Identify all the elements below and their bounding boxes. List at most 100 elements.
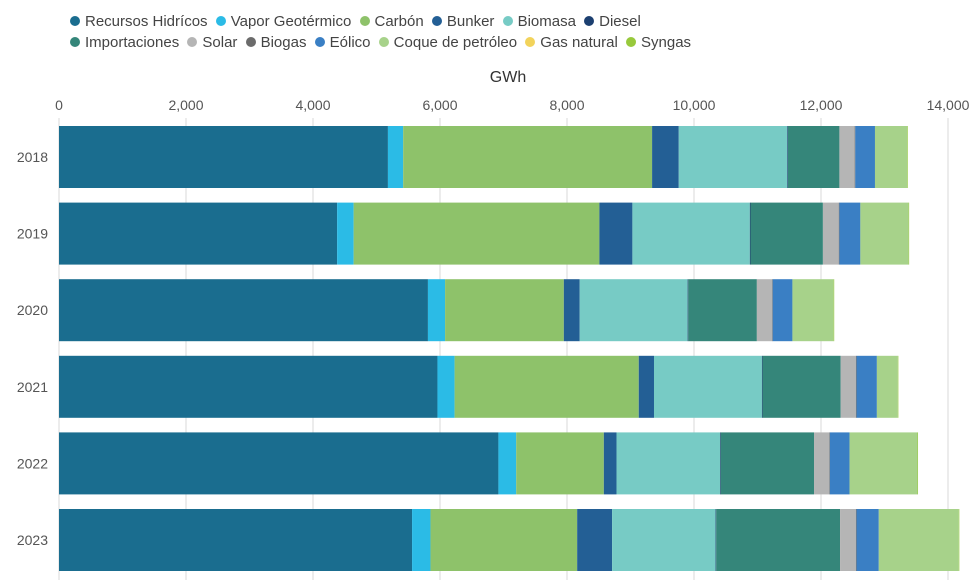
legend-label: Solar xyxy=(202,34,238,51)
bar-segment[interactable] xyxy=(652,126,679,188)
bar-segment[interactable] xyxy=(855,355,857,418)
legend-label: Biogas xyxy=(260,34,307,51)
bar-segment[interactable] xyxy=(430,509,578,571)
bar-segment[interactable] xyxy=(687,279,689,342)
x-axis-ticks: 0 2,000 4,000 6,000 8,000 10,000 12,000 14,000 xyxy=(55,97,970,113)
bar-segment[interactable] xyxy=(840,355,856,418)
bar-segment[interactable] xyxy=(445,279,564,342)
bar-segment[interactable] xyxy=(897,355,899,418)
bar-segment[interactable] xyxy=(855,126,875,188)
bar-segment[interactable] xyxy=(403,126,653,188)
bar-segment[interactable] xyxy=(720,432,815,495)
bar-segment[interactable] xyxy=(353,202,600,265)
bar-segment[interactable] xyxy=(599,202,633,265)
bar-segment[interactable] xyxy=(563,279,580,342)
bar-segment[interactable] xyxy=(59,509,413,571)
bar-segment[interactable] xyxy=(653,355,762,418)
legend-item[interactable]: Biomasa xyxy=(502,11,576,32)
bar-segment[interactable] xyxy=(612,509,716,571)
bar-segment[interactable] xyxy=(814,432,830,495)
x-tick-label: 2,000 xyxy=(168,97,203,113)
bar-segment[interactable] xyxy=(498,432,517,495)
bar-segment[interactable] xyxy=(787,126,788,188)
y-category-label: 2023 xyxy=(17,532,48,548)
bar-segment[interactable] xyxy=(412,509,431,571)
bar-segment[interactable] xyxy=(908,202,910,265)
bar-segment[interactable] xyxy=(603,432,617,495)
bar-segment[interactable] xyxy=(860,202,909,265)
bar-segment[interactable] xyxy=(772,279,793,342)
legend-item[interactable]: Gas natural xyxy=(525,32,618,53)
bar-segment[interactable] xyxy=(437,355,455,418)
legend-swatch-icon xyxy=(314,37,325,47)
legend-item[interactable]: Coque de petróleo xyxy=(378,32,517,53)
bar-segment[interactable] xyxy=(822,202,839,265)
bar-segment[interactable] xyxy=(59,432,499,495)
gridlines xyxy=(58,118,949,580)
bar-segment[interactable] xyxy=(632,202,750,265)
bar-segment[interactable] xyxy=(856,509,879,571)
bar-segment[interactable] xyxy=(855,509,857,571)
legend-item[interactable]: Eólico xyxy=(314,32,371,53)
bar-segment[interactable] xyxy=(337,202,354,265)
bar-segment[interactable] xyxy=(838,202,840,265)
bar-segment[interactable] xyxy=(849,432,918,495)
bar-segment[interactable] xyxy=(750,202,823,265)
bar-segment[interactable] xyxy=(907,126,908,188)
bar-segment[interactable] xyxy=(878,509,959,571)
bar-segment[interactable] xyxy=(829,432,830,495)
bar-segment[interactable] xyxy=(454,355,639,418)
x-tick-label: 8,000 xyxy=(549,97,584,113)
bar-segment[interactable] xyxy=(772,279,773,342)
x-axis-title: GWh xyxy=(490,69,526,86)
bar-segment[interactable] xyxy=(839,126,855,188)
bar-segment[interactable] xyxy=(59,202,338,265)
bar-segment[interactable] xyxy=(59,126,388,188)
bar-segment[interactable] xyxy=(839,202,861,265)
bar-segment[interactable] xyxy=(577,509,613,571)
bar-segment[interactable] xyxy=(874,126,908,188)
bar-segment[interactable] xyxy=(638,355,654,418)
bar-segment[interactable] xyxy=(876,355,898,418)
legend-swatch-icon xyxy=(215,16,226,26)
legend-item[interactable]: Diesel xyxy=(584,11,641,32)
bar-segment[interactable] xyxy=(854,126,856,188)
legend-swatch-icon xyxy=(378,37,389,47)
bar-segment[interactable] xyxy=(427,279,446,342)
bar-segment[interactable] xyxy=(856,355,877,418)
bar-segment[interactable] xyxy=(833,279,835,342)
bar-segment[interactable] xyxy=(59,355,438,418)
bar-segment[interactable] xyxy=(678,126,788,188)
bar-segment[interactable] xyxy=(792,279,834,342)
legend-item[interactable]: Vapor Geotérmico xyxy=(215,11,352,32)
legend-item[interactable]: Recursos Hidrícos xyxy=(70,11,208,32)
bar-segment[interactable] xyxy=(787,126,840,188)
bar-segment[interactable] xyxy=(716,509,841,571)
bar-segment[interactable] xyxy=(59,279,428,342)
bar-segment[interactable] xyxy=(917,432,919,495)
bar-segment[interactable] xyxy=(579,279,688,342)
bar-segment[interactable] xyxy=(616,432,721,495)
bar-segment[interactable] xyxy=(761,355,763,418)
bar-segment[interactable] xyxy=(749,202,751,265)
bar-segment[interactable] xyxy=(762,355,841,418)
legend-label: Diesel xyxy=(599,13,641,30)
bar-segment[interactable] xyxy=(829,432,850,495)
bar-segment[interactable] xyxy=(840,509,856,571)
bar-segment[interactable] xyxy=(958,509,960,571)
legend-label: Vapor Geotérmico xyxy=(230,13,352,30)
legend-item[interactable]: Solar xyxy=(187,32,237,53)
bar-segment[interactable] xyxy=(756,279,773,342)
bar-segment[interactable] xyxy=(387,126,404,188)
bar-segment[interactable] xyxy=(720,432,721,495)
legend-item[interactable]: Carbón xyxy=(359,11,424,32)
legend-swatch-icon xyxy=(245,37,256,47)
bar-segment[interactable] xyxy=(715,509,717,571)
legend-swatch-icon xyxy=(584,16,595,26)
bar-segment[interactable] xyxy=(516,432,604,495)
legend-item[interactable]: Biogas xyxy=(245,32,307,53)
legend-item[interactable]: Bunker xyxy=(431,11,494,32)
legend-item[interactable]: Importaciones xyxy=(70,32,179,53)
bar-segment[interactable] xyxy=(688,279,757,342)
legend-item[interactable]: Syngas xyxy=(626,32,691,53)
